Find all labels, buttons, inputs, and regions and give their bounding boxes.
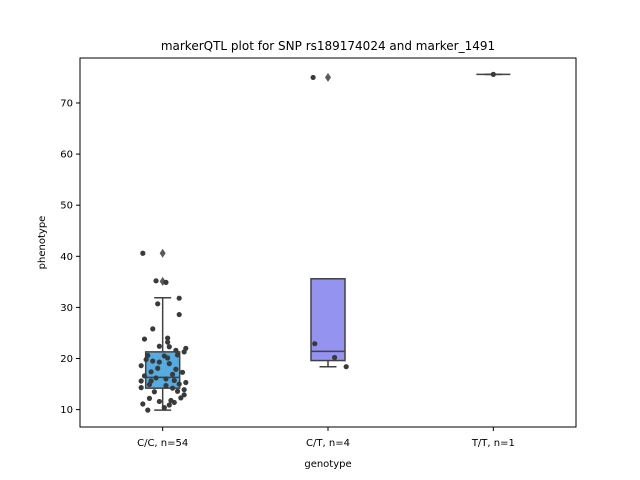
plot-area [138, 71, 511, 413]
data-point [163, 376, 169, 382]
data-point [161, 404, 167, 411]
data-point [153, 375, 159, 381]
data-point [145, 407, 151, 413]
data-point [178, 395, 184, 401]
data-point [181, 349, 187, 355]
outlier-marker [325, 72, 331, 82]
data-point [146, 381, 153, 388]
data-point [165, 339, 171, 345]
data-point [176, 381, 182, 387]
data-point [181, 392, 187, 398]
data-point [145, 352, 151, 359]
data-point [151, 389, 157, 395]
data-point [140, 250, 146, 256]
data-point [165, 335, 171, 341]
data-point [148, 369, 154, 375]
data-point [490, 71, 496, 77]
data-point [310, 74, 316, 81]
data-point [163, 279, 169, 285]
data-point [169, 385, 176, 391]
y-tick-label: 30 [60, 303, 73, 314]
box-group [310, 72, 346, 368]
chart-title: markerQTL plot for SNP rs189174024 and m… [161, 39, 495, 53]
data-point [166, 344, 172, 350]
y-tick-label: 20 [60, 354, 73, 365]
data-point [165, 355, 171, 361]
y-tick-label: 60 [60, 150, 73, 161]
data-point [171, 377, 177, 384]
data-point [166, 402, 172, 408]
x-tick-label: C/C, n=54 [137, 438, 188, 449]
data-point [153, 278, 159, 284]
x-tick-label: T/T, n=1 [471, 438, 515, 449]
data-point [155, 365, 161, 371]
y-tick-label: 50 [60, 201, 73, 212]
x-tick-label: C/T, n=4 [306, 438, 350, 449]
data-point [179, 369, 186, 375]
data-point [150, 326, 156, 332]
data-point [174, 352, 181, 358]
data-point [138, 363, 144, 369]
data-point [169, 371, 176, 377]
data-point [181, 387, 187, 393]
data-point [312, 341, 318, 347]
y-tick-label: 40 [60, 252, 73, 263]
data-point [140, 401, 146, 407]
data-point [163, 383, 169, 389]
y-axis: 10 20 30 40 50 60 70 [60, 98, 80, 416]
data-point [156, 359, 162, 365]
data-point [173, 366, 179, 372]
data-point [174, 388, 181, 394]
y-tick-label: 70 [60, 98, 73, 109]
box-body [310, 278, 346, 362]
data-point [141, 373, 148, 379]
data-point [156, 343, 162, 349]
data-point [171, 399, 177, 406]
y-axis-label: phenotype [37, 216, 48, 270]
x-axis: C/C, n=54 C/T, n=4 T/T, n=1 [137, 427, 515, 449]
data-point [173, 347, 179, 353]
data-point [176, 311, 182, 318]
y-tick-label: 10 [60, 405, 73, 416]
data-point [143, 356, 149, 363]
data-point [138, 385, 144, 391]
data-point [155, 301, 161, 307]
data-point [138, 378, 144, 384]
data-point [332, 354, 338, 361]
data-point [343, 364, 349, 370]
x-axis-label: genotype [304, 459, 351, 470]
data-point [150, 358, 156, 364]
data-point [156, 398, 162, 405]
outlier-marker [159, 248, 166, 258]
data-point [146, 395, 153, 401]
data-point [141, 336, 148, 342]
data-point [166, 361, 172, 367]
data-point [176, 295, 182, 301]
data-point [183, 379, 189, 386]
